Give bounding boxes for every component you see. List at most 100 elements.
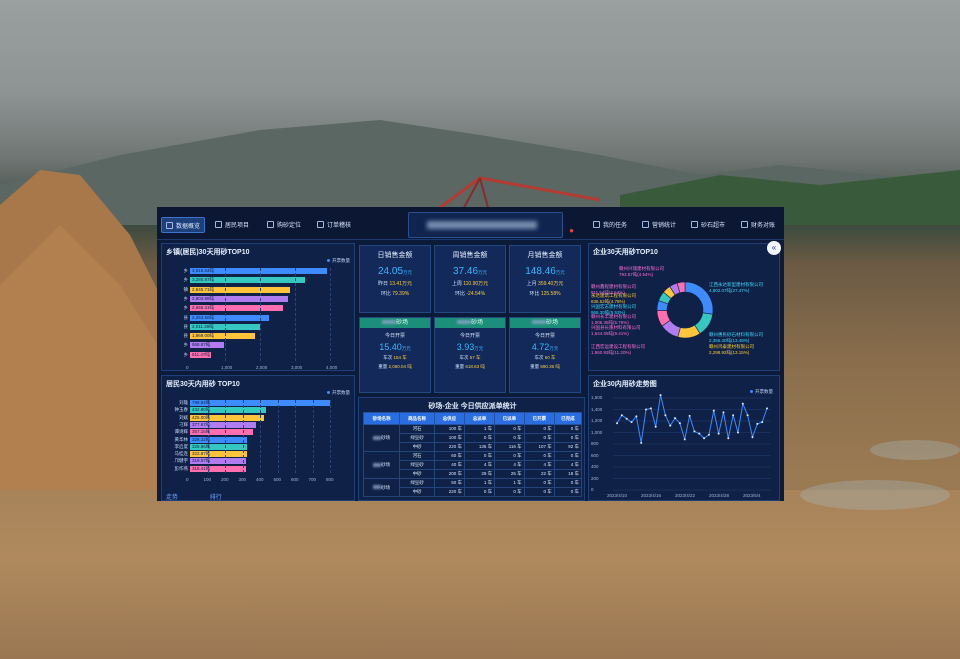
table-row: 中砂 200 车 29 车 25 车 22 车 18 车 (364, 469, 583, 479)
nav-data-overview[interactable]: 数据概览 (161, 217, 206, 233)
nav-finance-reconcile[interactable]: 财务对账 (741, 217, 775, 231)
tab-trend[interactable]: 走势 (166, 495, 179, 501)
axis-tick-label: 500 (273, 477, 282, 482)
axis-tick-label: 300 (238, 477, 247, 482)
detail-label: 车次 (383, 355, 393, 360)
table-cell: 100 车 (433, 424, 465, 434)
pie-slice (676, 281, 686, 294)
table-header-cell: 已开票 (523, 412, 555, 425)
gridline (312, 400, 314, 473)
x-axis-tick-label: 2023/4/16 (641, 493, 662, 498)
legend-dot-icon (327, 391, 330, 394)
axis-tick-label: 0 (186, 365, 189, 370)
detail-value: 2,060.04 吨 (388, 364, 412, 369)
blurred-site-name (373, 485, 382, 490)
slice-name: 赣州鑫程建材有限公司 (591, 284, 636, 289)
bar-value-label: 798.94吨 (192, 400, 211, 405)
sales-prev-row: 上月 359.40万元 (510, 280, 580, 287)
ratio-label: 环比 (529, 291, 540, 297)
site-detail-row: 车次 154 车 (360, 355, 430, 361)
nav-marketing-stats[interactable]: 营销统计 (642, 217, 676, 231)
table-cell: 中砂 (399, 469, 435, 479)
table-cell: 116 车 (494, 442, 525, 452)
table-cell: 中砂 (399, 442, 435, 452)
site-value: 15.40万元 (360, 342, 430, 352)
axis-tick-label: 4,000 (326, 365, 338, 370)
trend-point (678, 422, 681, 425)
bar: 357.16吨 (190, 429, 253, 436)
slice-detail: 793.57吨(4.54%) (619, 272, 654, 277)
bar-category-label: 镇 (183, 286, 189, 292)
gridline (225, 400, 226, 473)
nav-sand-market[interactable]: 砂石超市 (691, 217, 725, 231)
table-cell: 4 车 (523, 460, 555, 470)
trend-point (620, 414, 623, 417)
pie-slice-label: 永达建筑工程有限公司 836.52吨(4.78%) (591, 293, 636, 305)
trend-point (746, 414, 749, 417)
nav-resident-project[interactable]: 居民项目 (215, 217, 249, 231)
table-cell: 绿豆砂 (399, 478, 435, 488)
site-name: 砂场 (545, 320, 558, 326)
slice-detail: 811.54吨(4.64%) (591, 290, 625, 295)
bar: 326.32吨 (190, 436, 248, 443)
prev-value: 13.41万元 (389, 281, 412, 287)
table-cell: 40 车 (433, 460, 465, 470)
nav-purchase-location[interactable]: 购砂定位 (267, 217, 301, 231)
sand-site-card: 砂场 今日开票 3.93万元 车次 57 车重量 618.63 吨 (434, 317, 506, 393)
blurred-title (427, 221, 537, 229)
axis-tick-label: 400 (256, 477, 264, 482)
panel-title: 居民30天内用砂 TOP10 (166, 381, 240, 388)
table-cell: 92 车 (553, 442, 583, 452)
bar-value-label: 1,869.00吨 (192, 333, 215, 339)
blurred-site-name (456, 320, 471, 325)
pie-slice-label: 赣州鸿泰建材有限公司 2,298.92吨(13.15%) (709, 344, 754, 356)
bar: 2,803.98吨 (190, 295, 289, 302)
table-cell: 4 车 (494, 460, 525, 470)
nav-my-tasks[interactable]: 我的任务 (593, 217, 627, 231)
table-header-cell: 砂场名称 (362, 412, 401, 425)
ratio-label: 环比 (380, 291, 391, 297)
sales-unit: 万元 (403, 270, 413, 275)
trend-point (664, 414, 667, 417)
y-axis-tick-label: 1,200 (591, 418, 603, 423)
collapse-chevron-icon[interactable]: « (767, 241, 781, 255)
bar: 325.86吨 (190, 443, 248, 450)
slice-name: 永达建筑工程有限公司 (591, 293, 636, 298)
table-cell: 100 车 (433, 433, 465, 443)
y-axis-tick-label: 600 (591, 452, 599, 458)
trend-point (693, 430, 696, 433)
bar-category-label: 刘斌 (179, 414, 188, 420)
sales-unit: 万元 (555, 270, 565, 275)
nav-order-audit[interactable]: 订单稽核 (317, 217, 351, 231)
bar-category-label: 县 (183, 314, 189, 320)
trend-point (707, 433, 710, 436)
detail-label: 重量 (530, 364, 540, 369)
tab-ranking[interactable]: 排行 (209, 495, 222, 501)
panel-title: 企业30内用砂走势图 (593, 381, 657, 388)
bar: 958.87吨 (190, 342, 224, 349)
site-cell: 砂场 (362, 451, 401, 479)
axis-tick-label: 100 (203, 477, 212, 482)
ratio-label: 环比 (454, 291, 465, 297)
table-cell: 0 车 (553, 424, 583, 434)
slice-name: 江西宏运建设工程有限公司 (591, 344, 645, 349)
site-title-box: ● (408, 212, 574, 238)
bar: 319.57吨 (190, 458, 246, 465)
trend-point (751, 436, 754, 439)
bar-category-label: 邝健宇 (174, 458, 189, 464)
sales-value: 24.05 (377, 266, 404, 277)
detail-label: 车次 (459, 355, 469, 360)
detail-label: 重量 (378, 364, 388, 369)
table-cell: 0 车 (494, 433, 525, 443)
site-sub-label: 今日开票 (459, 333, 480, 339)
site-amount: 15.40 (379, 342, 402, 352)
trend-point (640, 441, 643, 444)
table-cell: 0 车 (523, 451, 555, 461)
gridline (260, 400, 261, 473)
trend-line-chart (613, 394, 771, 491)
sales-card-value: 37.46万元 (435, 266, 505, 277)
table-cell: 4 车 (463, 460, 496, 470)
slice-detail: 836.52吨(4.78%) (591, 299, 626, 304)
table-cell: 0 车 (553, 451, 583, 461)
